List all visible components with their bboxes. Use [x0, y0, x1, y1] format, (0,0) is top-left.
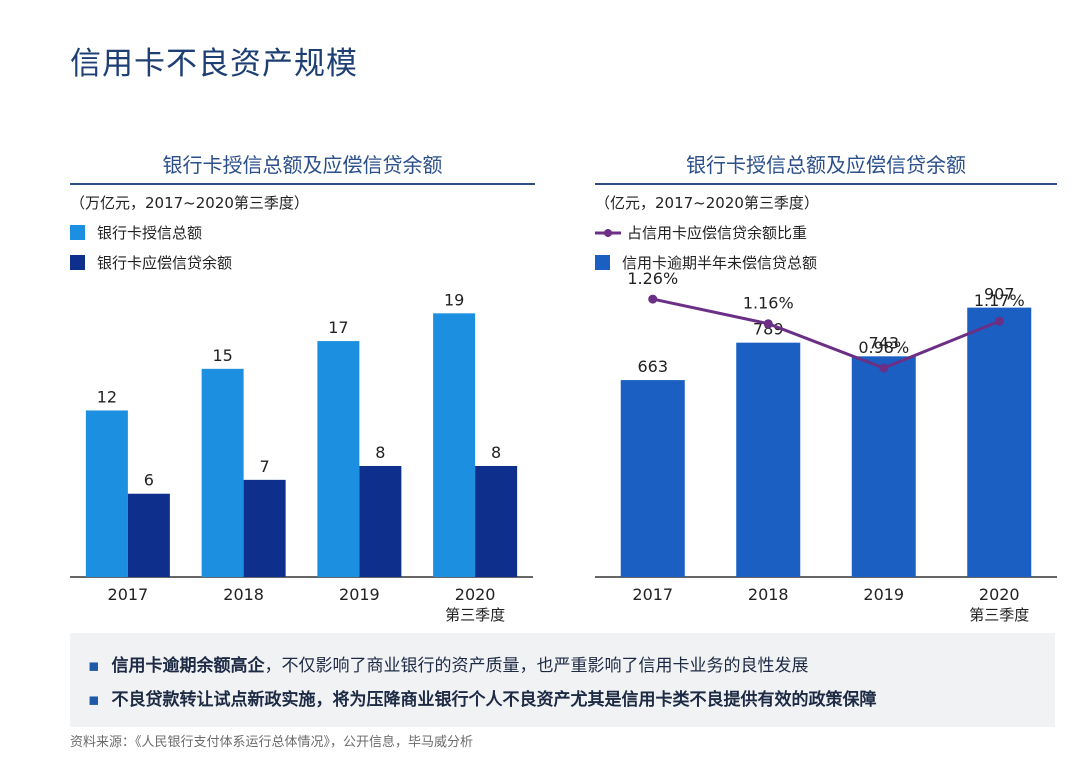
right-tick-label-3-sub: 第三季度 [969, 606, 1029, 624]
legend-item-ratio: 占信用卡应偿信贷余额比重 [595, 222, 1057, 243]
legend-label-balance: 银行卡应偿信贷余额 [97, 254, 233, 272]
right-ratio-label-3: 1.17% [974, 291, 1025, 310]
legend-line-ratio [595, 228, 621, 237]
right-ratio-point-3 [994, 316, 1004, 326]
legend-label-overdue: 信用卡逾期半年未偿信贷总额 [622, 254, 818, 272]
left-bar-label-1-0: 6 [144, 471, 154, 490]
source-note: 资料来源：《人民银行支付体系运行总体情况》，公开信息，毕马威分析 [70, 735, 474, 750]
right-ratio-point-2 [879, 363, 889, 373]
left-title-rule [70, 183, 535, 185]
left-bar-0-2 [317, 341, 360, 577]
right-bar-label-1: 789 [753, 320, 784, 339]
right-chart-panel: 银行卡授信总额及应偿信贷余额 （亿元，2017~2020第三季度） 占信用卡应偿… [595, 148, 1057, 273]
left-bar-label-1-1: 7 [260, 457, 270, 476]
right-ratio-line [652, 297, 1000, 370]
left-chart-panel: 银行卡授信总额及应偿信贷余额 （万亿元，2017~2020第三季度） 银行卡授信… [70, 148, 535, 273]
bullet-dot-1: ▪ [88, 656, 100, 676]
right-chart-title: 银行卡授信总额及应偿信贷余额 [686, 153, 966, 177]
legend-swatch-credit-total [70, 225, 85, 240]
right-tick-label-0: 2017 [632, 585, 673, 604]
left-bar-label-0-3: 19 [444, 290, 464, 309]
left-bar-label-0-2: 17 [328, 318, 348, 337]
right-tick-label-2: 2019 [863, 585, 904, 604]
bullet-dot-2: ▪ [88, 690, 100, 710]
left-tick-label-3: 2020 [455, 585, 496, 604]
left-tick-label-3-sub: 第三季度 [445, 606, 505, 624]
right-ratio-label-2: 0.98% [858, 338, 909, 357]
left-bar-1-3 [475, 465, 518, 577]
right-bar-0 [620, 380, 685, 577]
left-chart-title: 银行卡授信总额及应偿信贷余额 [162, 153, 443, 177]
left-bar-1-0 [127, 493, 170, 577]
page-title: 信用卡不良资产规模 [70, 46, 358, 82]
legend-label-ratio: 占信用卡应偿信贷余额比重 [627, 224, 808, 242]
right-ratio-point-0 [648, 294, 658, 304]
left-chart-unit: （万亿元，2017~2020第三季度） [70, 194, 309, 212]
right-bar-label-0: 663 [637, 357, 668, 376]
charts-canvas: 12 6 2017 15 7 2018 17 8 2019 19 8 2020 第三季度 663 2017 7… [70, 269, 1057, 624]
left-tick-label-1: 2018 [223, 585, 264, 604]
callout-bullet-1-strong: 信用卡逾期余额高企 [111, 656, 265, 676]
callout-bullet-1-text: ，不仅影响了商业银行的资产质量，也严重影响了信用卡业务的良性发展 [264, 656, 809, 676]
left-bar-1-1 [243, 479, 286, 577]
left-bar-label-1-3: 8 [491, 443, 501, 462]
right-ratio-label-0: 1.26% [627, 269, 678, 288]
legend-item-overdue: 信用卡逾期半年未偿信贷总额 [595, 252, 1057, 273]
callout-bullet-1: ▪ 信用卡逾期余额高企，不仅影响了商业银行的资产质量，也严重影响了信用卡业务的良性… [88, 651, 809, 676]
right-title-rule [595, 183, 1057, 185]
legend-swatch-overdue [595, 255, 610, 270]
legend-item-balance: 银行卡应偿信贷余额 [70, 252, 535, 273]
left-bar-label-1-2: 8 [375, 443, 385, 462]
right-bar-1 [736, 342, 801, 577]
right-ratio-point-1 [763, 319, 773, 329]
left-bar-label-0-1: 15 [212, 346, 232, 365]
right-tick-label-1: 2018 [748, 585, 789, 604]
callout-bullet-2: ▪ 不良贷款转让试点新政实施，将为压降商业银行个人不良资产尤其是信用卡类不良提供有… [88, 685, 877, 710]
callout-box: ▪ 信用卡逾期余额高企，不仅影响了商业银行的资产质量，也严重影响了信用卡业务的良性… [70, 633, 1055, 727]
left-tick-label-0: 2017 [108, 585, 149, 604]
right-ratio-label-1: 1.16% [743, 294, 794, 313]
right-bar-label-2: 743 [868, 333, 899, 352]
left-bar-label-0-0: 12 [97, 387, 117, 406]
right-chart-unit: （亿元，2017~2020第三季度） [595, 194, 819, 212]
right-tick-label-3: 2020 [979, 585, 1020, 604]
legend-swatch-balance [70, 255, 85, 270]
legend-item-credit-total: 银行卡授信总额 [70, 222, 535, 243]
legend-label-credit-total: 银行卡授信总额 [97, 224, 203, 242]
left-bar-0-3 [433, 313, 476, 577]
right-bar-3 [967, 307, 1032, 577]
right-bar-2 [851, 356, 916, 577]
left-tick-label-2: 2019 [339, 585, 380, 604]
left-bar-1-2 [359, 465, 402, 577]
right-bar-label-3: 907 [984, 285, 1015, 304]
callout-bullet-2-text: 不良贷款转让试点新政实施，将为压降商业银行个人不良资产尤其是信用卡类不良提供有效… [111, 690, 877, 710]
left-bar-0-0 [85, 410, 128, 577]
left-bar-0-1 [201, 368, 244, 577]
